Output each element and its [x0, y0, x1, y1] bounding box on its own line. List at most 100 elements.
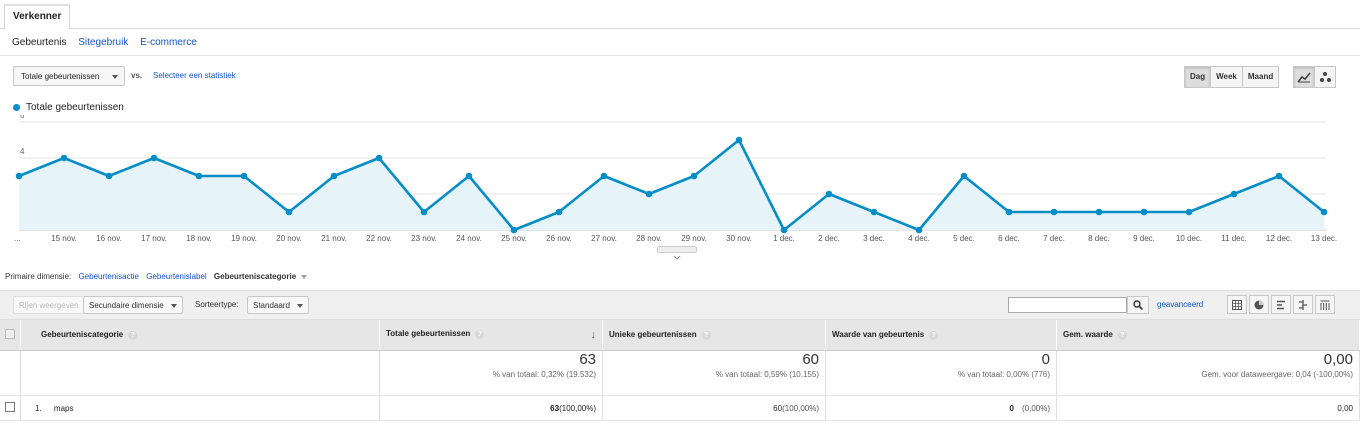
day-button[interactable]: Dag	[1184, 66, 1212, 88]
subnav-events[interactable]: Gebeurtenis	[12, 37, 67, 48]
help-icon[interactable]: ?	[1117, 331, 1127, 340]
week-button[interactable]: Week	[1210, 66, 1243, 88]
data-table: Gebeurteniscategorie? Totale gebeurtenis…	[0, 320, 1360, 421]
chart-legend: Totale gebeurtenissen	[13, 102, 124, 113]
row-unique-events-value: 60	[773, 403, 783, 413]
x-tick-label: 21 nov.	[321, 234, 347, 243]
help-icon[interactable]: ?	[929, 331, 939, 340]
bar-list-icon	[1277, 300, 1285, 309]
show-rows-button[interactable]: Rijen weergeven	[13, 296, 85, 314]
data-point[interactable]	[240, 172, 248, 180]
search-button[interactable]	[1127, 296, 1149, 314]
x-tick-label: 10 dec.	[1176, 234, 1202, 243]
month-button[interactable]: Maand	[1241, 66, 1280, 88]
header-category[interactable]: Gebeurteniscategorie?	[20, 320, 380, 351]
table-view-button[interactable]	[1227, 295, 1247, 314]
series-line	[18, 138, 1325, 232]
tab-explorer[interactable]: Verkenner	[4, 4, 71, 30]
select-all-checkbox[interactable]	[5, 329, 15, 339]
data-point[interactable]	[1140, 208, 1148, 216]
dimension-event-label[interactable]: Gebeurtenislabel	[146, 272, 207, 281]
data-point[interactable]	[1005, 208, 1013, 216]
x-tick-label: 2 dec.	[818, 234, 840, 243]
advanced-filter-link[interactable]: geavanceerd	[1157, 300, 1204, 309]
help-icon[interactable]: ?	[128, 331, 138, 340]
data-point[interactable]	[375, 154, 383, 162]
data-point[interactable]	[330, 172, 338, 180]
data-point[interactable]	[1275, 172, 1283, 180]
data-point[interactable]	[600, 172, 608, 180]
row-checkbox[interactable]	[5, 402, 15, 412]
performance-view-button[interactable]	[1271, 295, 1291, 314]
pivot-view-button[interactable]	[1315, 295, 1335, 314]
data-point[interactable]	[780, 226, 788, 234]
data-point[interactable]	[15, 172, 23, 180]
data-point[interactable]	[150, 154, 158, 162]
line-chart-icon	[1297, 72, 1311, 83]
data-point[interactable]	[1230, 190, 1238, 198]
data-point[interactable]	[1095, 208, 1103, 216]
date-granularity-group: Dag Week Maand	[1184, 66, 1280, 88]
comparison-view-button[interactable]	[1293, 295, 1313, 314]
row-total-events: 63(100,00%)	[379, 395, 603, 421]
row-avg-value-value: 0,00	[1337, 403, 1353, 413]
data-point[interactable]	[555, 208, 563, 216]
data-point[interactable]	[960, 172, 968, 180]
x-tick-label: 13 dec.	[1311, 234, 1337, 243]
x-tick-label: 1 dec.	[773, 234, 795, 243]
events-line-chart[interactable]: 246...15 nov.16 nov.17 nov.18 nov.19 nov…	[0, 115, 1360, 247]
data-point[interactable]	[1185, 208, 1193, 216]
header-avg-value-label: Gem. waarde	[1063, 330, 1113, 339]
dimension-event-category[interactable]: Gebeurteniscategorie	[213, 272, 297, 281]
help-icon[interactable]: ?	[701, 331, 711, 340]
dimension-event-action[interactable]: Gebeurtenisactie	[78, 272, 139, 281]
totals-event-value-value: 0	[1041, 351, 1050, 368]
data-point[interactable]	[1320, 208, 1328, 216]
data-point[interactable]	[465, 172, 473, 180]
select-statistic-link[interactable]: Selecteer een statistiek	[153, 71, 236, 80]
grid-icon	[1232, 299, 1242, 310]
legend-label: Totale gebeurtenissen	[26, 102, 124, 113]
subnav-site-usage[interactable]: Sitegebruik	[78, 37, 129, 48]
line-chart-button[interactable]	[1293, 66, 1315, 88]
row-event-value: 0 (0,00%)	[825, 395, 1057, 421]
header-unique-events[interactable]: Unieke gebeurtenissen?	[602, 320, 826, 351]
sort-type-dropdown[interactable]: Standaard	[247, 296, 310, 314]
secondary-dimension-dropdown[interactable]: Secundaire dimensie	[83, 296, 183, 314]
row-unique-events: 60(100,00%)	[602, 395, 826, 421]
header-avg-value[interactable]: Gem. waarde?	[1056, 320, 1360, 351]
row-event-value-pct: (0,00%)	[1021, 403, 1050, 413]
header-event-value[interactable]: Waarde van gebeurtenis?	[825, 320, 1057, 351]
totals-avg-value: 0,00 Gem. voor dataweergave: 0,04 (-100,…	[1056, 350, 1360, 396]
pie-view-button[interactable]	[1249, 295, 1269, 314]
chart-resize-handle[interactable]	[657, 246, 697, 260]
data-point[interactable]	[105, 172, 113, 180]
data-point[interactable]	[645, 190, 653, 198]
metric-dropdown[interactable]: Totale gebeurtenissen	[13, 66, 125, 86]
data-point[interactable]	[690, 172, 698, 180]
secondary-dimension-label: Secundaire dimensie	[89, 301, 164, 310]
row-avg-value: 0,00	[1056, 395, 1360, 421]
help-icon[interactable]: ?	[475, 330, 485, 339]
data-point[interactable]	[285, 208, 293, 216]
data-point[interactable]	[735, 136, 743, 144]
subnav-ecommerce[interactable]: E-commerce	[140, 37, 197, 48]
row-category-link[interactable]: maps	[53, 403, 74, 413]
data-point[interactable]	[420, 208, 428, 216]
data-point[interactable]	[915, 226, 923, 234]
table-header-row: Gebeurteniscategorie? Totale gebeurtenis…	[0, 320, 1360, 351]
data-point[interactable]	[825, 190, 833, 198]
row-checkbox-cell	[0, 395, 21, 421]
table-search-input[interactable]	[1008, 297, 1127, 313]
metric-dropdown-label: Totale gebeurtenissen	[21, 72, 100, 81]
data-point[interactable]	[870, 208, 878, 216]
data-point[interactable]	[510, 226, 518, 234]
motion-chart-button[interactable]	[1314, 66, 1336, 88]
data-point[interactable]	[1050, 208, 1058, 216]
chevron-down-icon[interactable]	[301, 274, 308, 279]
primary-dimension-label: Primaire dimensie:	[5, 272, 72, 281]
data-point[interactable]	[195, 172, 203, 180]
x-tick-label: 6 dec.	[998, 234, 1020, 243]
header-total-events[interactable]: Totale gebeurtenissen? ↓	[379, 320, 603, 351]
data-point[interactable]	[60, 154, 68, 162]
